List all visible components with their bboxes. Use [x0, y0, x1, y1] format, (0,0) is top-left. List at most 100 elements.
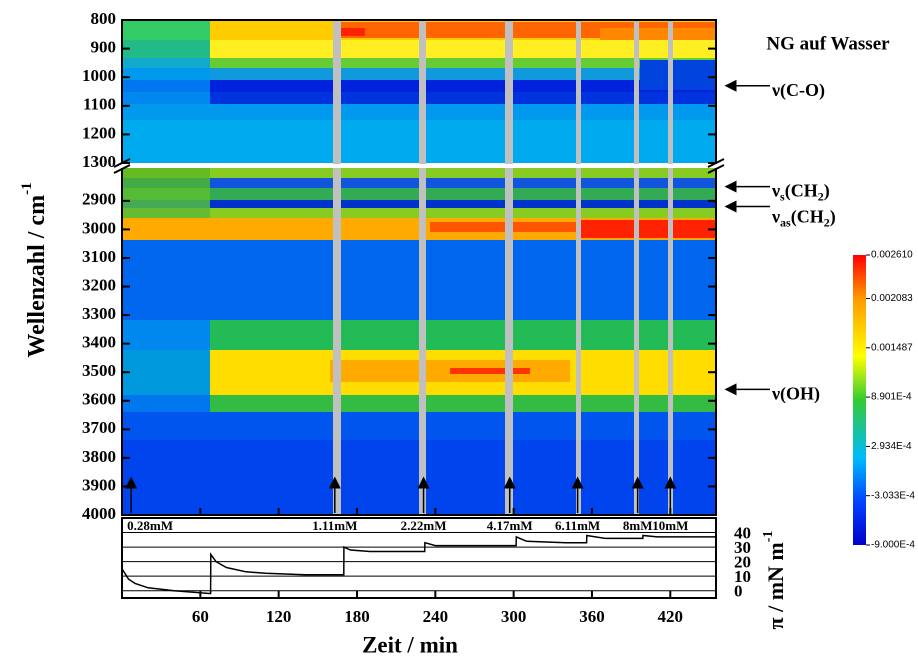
heat-band	[122, 120, 210, 163]
heat-band	[210, 120, 716, 163]
y2-axis-title: π / mN m-1	[761, 531, 788, 630]
band-label-text: ν(OH)	[771, 383, 820, 404]
heat-band	[122, 20, 210, 40]
y-tick-label: 3100	[82, 247, 116, 266]
y2-axis-title-sup: -1	[761, 531, 776, 543]
x-tick-label: 180	[344, 607, 370, 626]
break-mark	[707, 164, 725, 174]
plot-frame	[121, 19, 717, 516]
heat-patch	[640, 60, 716, 90]
gap-bar	[634, 20, 639, 515]
y-tick-label: 1100	[83, 95, 116, 114]
y-tick-label: 3700	[82, 418, 116, 437]
heat-band	[210, 92, 716, 104]
heat-band	[210, 168, 716, 178]
colorbar-label: 8.901E-4	[871, 392, 912, 403]
colorbar	[853, 255, 866, 545]
panel-frame	[121, 517, 717, 599]
x-tick-label: 300	[501, 607, 527, 626]
x-tick-label: 60	[192, 607, 209, 626]
band-label-sub: s	[780, 189, 785, 203]
band-label-sub: 2	[824, 215, 830, 229]
heat-band	[210, 240, 716, 320]
heat-band	[122, 104, 210, 120]
heat-band	[210, 440, 716, 515]
colorbar-label: 0.002083	[871, 293, 913, 304]
y-tick-label: 800	[91, 9, 117, 28]
heat-band	[122, 200, 210, 208]
gap-bar	[668, 20, 673, 515]
break-mark	[113, 164, 131, 174]
band-label-text: (CH	[791, 207, 824, 228]
heat-band	[210, 40, 716, 58]
concentration-label: 1.11mM	[312, 518, 357, 533]
y-tick-label: 3400	[82, 333, 116, 352]
y-tick-label: 1000	[82, 66, 116, 85]
heat-band	[210, 188, 716, 200]
heat-band	[122, 440, 210, 515]
concentration-label: 8mM	[623, 518, 653, 533]
y-axis-title-text: Wellenzahl / cm	[24, 195, 50, 358]
heat-band	[122, 92, 210, 104]
concentration-label: 6.11mM	[555, 518, 600, 533]
y-tick-label: 900	[91, 38, 117, 57]
y2-axis-title-text: π / mN m	[763, 542, 788, 629]
heat-band	[122, 218, 210, 240]
heat-patch	[335, 28, 365, 36]
heatmap	[122, 20, 716, 515]
pressure-line	[121, 534, 716, 595]
band-label-sub: 2	[818, 189, 824, 203]
band-label-text: )	[830, 207, 836, 228]
band-label-text: ν(C-O)	[771, 80, 825, 101]
y-axis-title-sup: -1	[19, 182, 35, 195]
heat-band	[210, 208, 716, 218]
x-tick-label: 360	[579, 607, 605, 626]
heat-band	[210, 395, 716, 412]
heat-patch	[580, 220, 716, 238]
y-tick-label: 20	[734, 553, 751, 572]
heat-band	[122, 320, 210, 350]
y-tick-label: 1300	[82, 152, 116, 171]
heat-band	[122, 188, 210, 200]
colorbar-label: 0.002610	[871, 250, 913, 261]
heat-band	[122, 208, 210, 218]
concentration-label: 10mM	[652, 518, 688, 533]
band-label: ν(C-O)	[771, 80, 825, 101]
y-tick-label: 30	[734, 538, 751, 557]
y-tick-label: 3600	[82, 390, 116, 409]
heat-band	[122, 58, 210, 68]
x-tick-label: 420	[658, 607, 684, 626]
y-tick-label: 0	[734, 582, 743, 601]
heat-band	[122, 240, 210, 320]
x-tick-label: 120	[266, 607, 292, 626]
gap-bar	[576, 20, 581, 515]
band-label: νas(CH2)	[771, 207, 836, 230]
band-label-text: )	[824, 181, 830, 202]
gap-bar	[333, 20, 341, 515]
colorbar-label: -9.000E-4	[871, 540, 915, 551]
concentration-label: 2.22mM	[401, 518, 447, 533]
y-tick-label: 3800	[82, 447, 116, 466]
heat-band	[210, 178, 716, 188]
y-tick-label: 2900	[82, 190, 116, 209]
heat-band	[122, 412, 210, 440]
heat-patch	[450, 368, 530, 374]
y-tick-label: 3500	[82, 361, 116, 380]
band-label: ν(OH)	[771, 383, 820, 404]
title: NG auf Wasser	[766, 33, 890, 54]
heat-band	[210, 104, 716, 120]
y-tick-label: 40	[734, 523, 751, 542]
heat-patch	[600, 28, 716, 40]
y-tick-label: 3300	[82, 304, 116, 323]
heat-band	[122, 350, 210, 395]
y-tick-label: 3900	[82, 475, 116, 494]
band-label-sub: as	[780, 215, 791, 229]
y-tick-label: 3000	[82, 218, 116, 237]
heat-band	[210, 320, 716, 350]
y-axis-title: Wellenzahl / cm-1	[19, 182, 49, 357]
heat-band	[210, 412, 716, 440]
heat-band	[122, 168, 210, 178]
y-tick-label: 10	[734, 567, 751, 586]
concentration-label: 4.17mM	[487, 518, 533, 533]
